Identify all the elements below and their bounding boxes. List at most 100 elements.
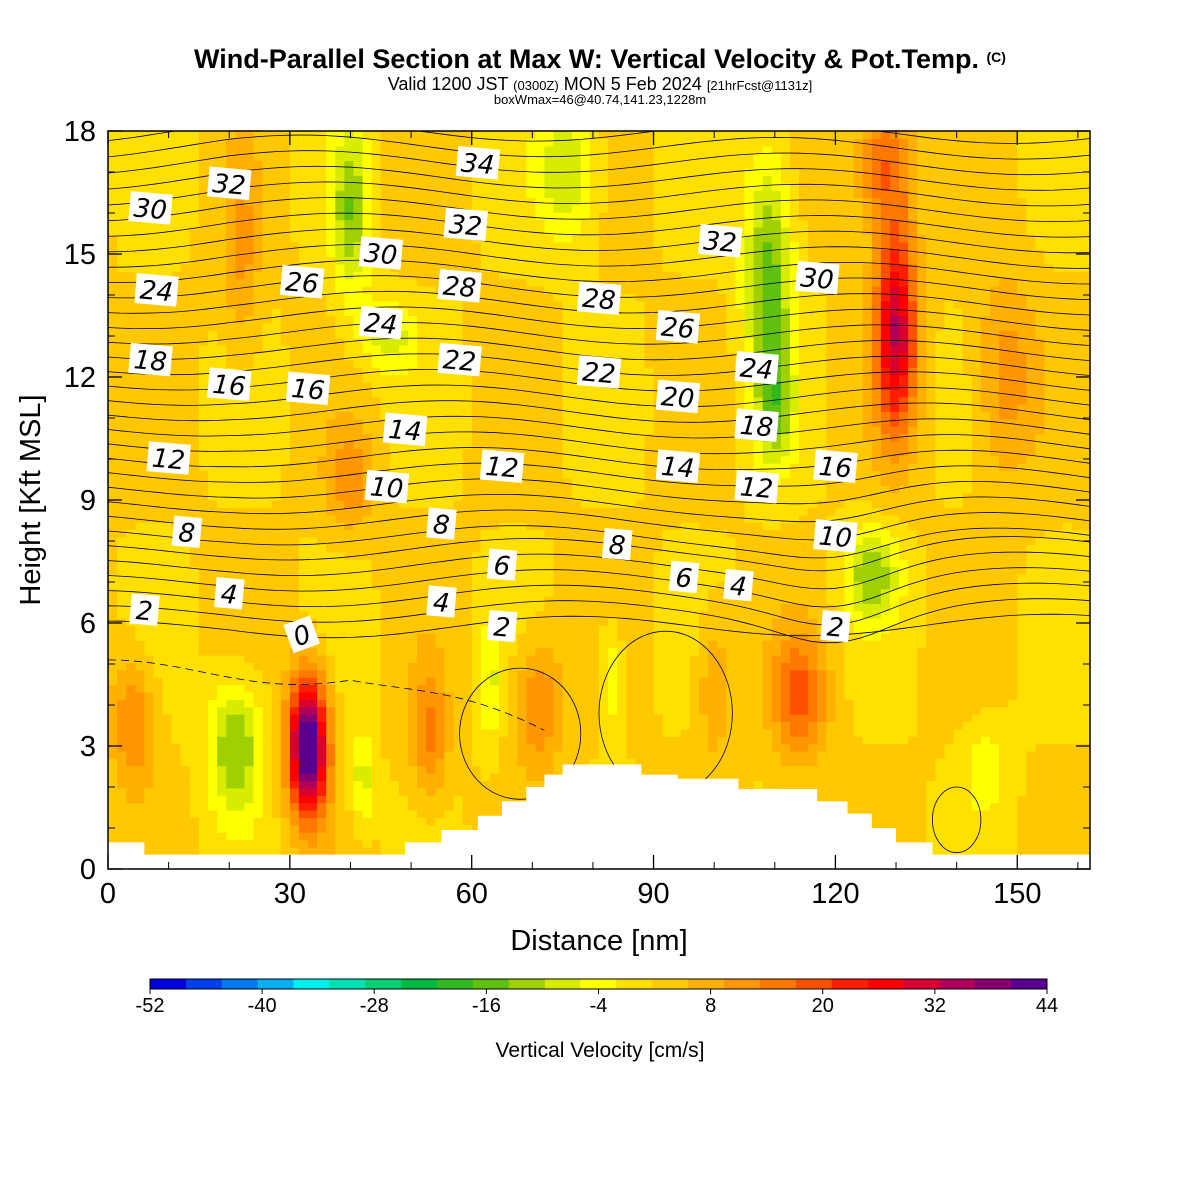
velocity-cell: [198, 219, 209, 228]
velocity-cell: [280, 204, 291, 213]
velocity-cell: [371, 559, 382, 567]
velocity-cell: [326, 706, 336, 715]
velocity-cell: [235, 728, 245, 737]
velocity-cell: [326, 153, 336, 162]
velocity-cell: [426, 167, 436, 176]
velocity-cell: [480, 603, 491, 612]
velocity-cell: [399, 507, 409, 516]
velocity-cell: [189, 219, 200, 228]
velocity-cell: [253, 677, 264, 686]
velocity-cell: [117, 396, 127, 405]
velocity-cell: [371, 226, 382, 235]
velocity-cell: [208, 418, 218, 427]
velocity-cell: [499, 677, 509, 686]
velocity-cell: [226, 810, 236, 818]
velocity-cell: [208, 817, 218, 826]
velocity-cell: [326, 750, 336, 759]
velocity-cell: [226, 197, 236, 206]
velocity-cell: [335, 426, 345, 435]
velocity-cell: [326, 448, 336, 457]
velocity-cell: [380, 824, 391, 833]
velocity-cell: [444, 197, 455, 206]
velocity-cell: [453, 684, 464, 693]
velocity-cell: [171, 153, 182, 162]
velocity-cell: [335, 197, 345, 206]
velocity-cell: [253, 145, 264, 154]
velocity-cell: [453, 448, 464, 457]
velocity-cell: [253, 190, 264, 198]
velocity-cell: [280, 182, 291, 191]
velocity-cell: [489, 190, 500, 198]
velocity-cell: [453, 787, 464, 796]
velocity-cell: [217, 418, 227, 427]
velocity-cell: [362, 500, 373, 508]
velocity-cell: [535, 226, 546, 235]
velocity-cell: [226, 551, 236, 560]
velocity-cell: [253, 795, 264, 804]
velocity-cell: [399, 677, 409, 686]
velocity-cell: [235, 536, 245, 545]
velocity-cell: [408, 787, 418, 796]
velocity-cell: [244, 721, 255, 730]
velocity-cell: [544, 175, 555, 184]
velocity-cell: [271, 337, 282, 346]
velocity-cell: [108, 175, 118, 184]
velocity-cell: [262, 160, 273, 169]
velocity-cell: [135, 743, 145, 752]
velocity-cell: [471, 204, 482, 213]
velocity-cell: [280, 226, 291, 235]
velocity-cell: [226, 824, 236, 833]
velocity-cell: [262, 278, 273, 287]
velocity-cell: [371, 507, 382, 516]
velocity-cell: [126, 167, 136, 176]
velocity-cell: [380, 529, 391, 538]
velocity-cell: [408, 167, 418, 176]
velocity-cell: [144, 773, 155, 782]
velocity-cell: [435, 145, 445, 154]
velocity-cell: [480, 610, 491, 619]
velocity-cell: [298, 153, 309, 162]
velocity-cell: [144, 765, 155, 774]
velocity-cell: [471, 197, 482, 206]
velocity-cell: [480, 662, 491, 671]
velocity-cell: [417, 699, 427, 708]
velocity-cell: [217, 832, 227, 841]
velocity-cell: [426, 441, 436, 449]
velocity-cell: [235, 315, 245, 324]
velocity-cell: [162, 846, 173, 855]
velocity-cell: [462, 529, 473, 538]
velocity-cell: [198, 153, 209, 162]
velocity-cell: [371, 787, 382, 796]
velocity-cell: [280, 632, 291, 641]
velocity-cell: [553, 714, 564, 722]
velocity-cell: [308, 153, 318, 162]
velocity-cell: [153, 640, 164, 649]
velocity-cell: [262, 750, 273, 759]
velocity-cell: [271, 241, 282, 250]
velocity-cell: [417, 500, 427, 508]
velocity-cell: [453, 536, 464, 545]
velocity-cell: [489, 271, 500, 280]
velocity-cell: [244, 433, 255, 442]
velocity-cell: [417, 308, 427, 317]
velocity-cell: [326, 714, 336, 722]
velocity-cell: [289, 330, 300, 339]
velocity-cell: [517, 773, 527, 782]
velocity-cell: [471, 588, 482, 597]
velocity-cell: [353, 463, 364, 472]
velocity-cell: [517, 551, 527, 560]
velocity-cell: [462, 780, 473, 789]
velocity-cell: [244, 824, 255, 833]
velocity-cell: [308, 441, 318, 449]
velocity-cell: [235, 418, 245, 427]
velocity-cell: [535, 182, 546, 191]
velocity-cell: [489, 588, 500, 597]
velocity-cell: [408, 647, 418, 656]
velocity-cell: [489, 197, 500, 206]
velocity-cell: [289, 728, 300, 737]
velocity-cell: [480, 197, 491, 206]
velocity-cell: [171, 743, 182, 752]
velocity-cell: [117, 522, 127, 531]
velocity-cell: [153, 743, 164, 752]
velocity-cell: [417, 618, 427, 627]
